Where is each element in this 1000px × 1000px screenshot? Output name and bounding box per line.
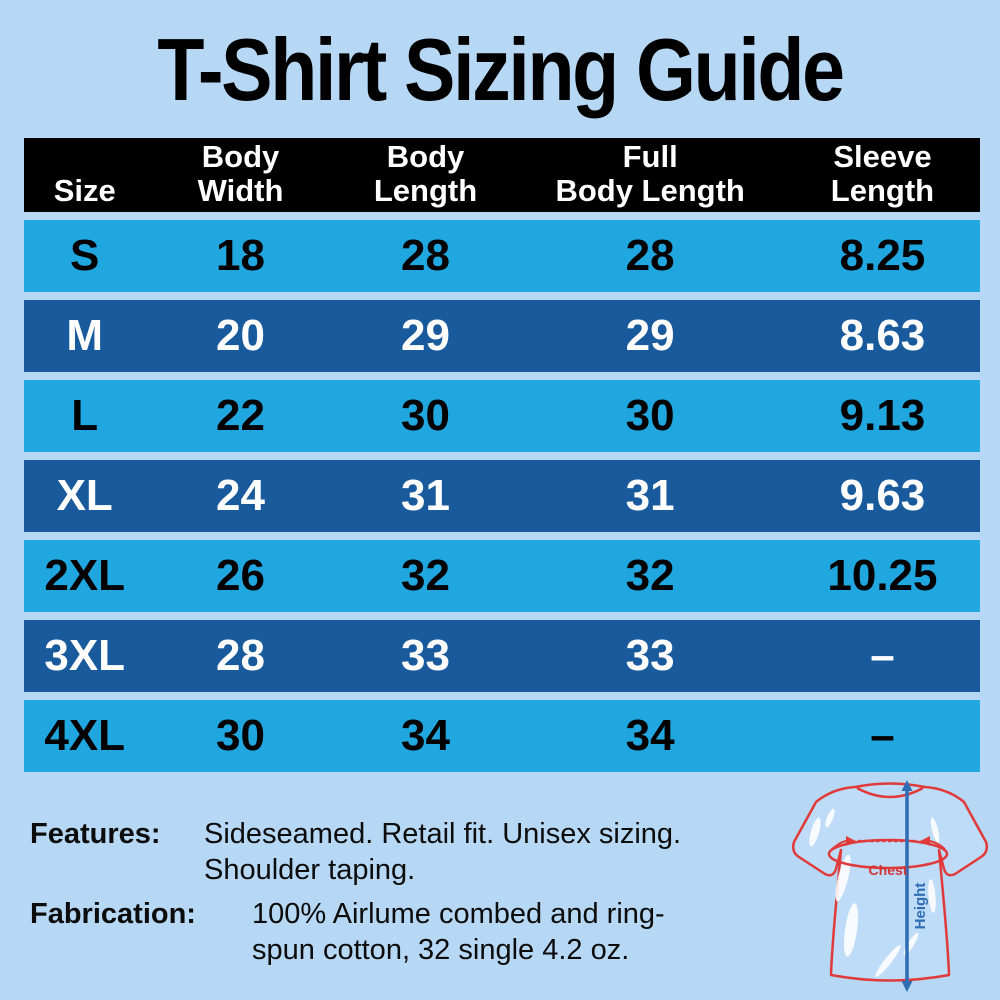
sleeve-length-cell: – [870, 711, 895, 760]
full-body-length-cell: 30 [625, 391, 675, 440]
features-line1: Sideseamed. Retail fit. Unisex sizing. [204, 818, 682, 850]
header-line: Body [386, 139, 465, 175]
body-length-cell: 30 [401, 391, 450, 440]
body-length-cell: 33 [401, 631, 450, 680]
header-line: Body [201, 139, 280, 175]
size-cell: 3XL [44, 631, 126, 680]
body-width-cell: 26 [216, 551, 265, 600]
fabrication-line1: 100% Airlume combed and ring- [252, 898, 665, 930]
chest-arrow-left [846, 836, 856, 846]
sleeve-length-cell: 8.63 [839, 311, 926, 360]
chest-ellipse [827, 838, 949, 870]
size-cell: S [70, 231, 100, 280]
size-cell: 4XL [44, 711, 126, 760]
full-body-length-cell: 29 [625, 311, 675, 360]
body-length-cell: 32 [401, 551, 450, 600]
table-row-l: L 22 30 30 9.13 [24, 380, 980, 452]
chest-arrow-left-tail [830, 840, 847, 851]
sleeve-length-cell: – [870, 631, 895, 680]
features-note: Features: Sideseamed. Retail fit. Unisex… [30, 816, 681, 888]
chest-label: Chest [869, 862, 908, 878]
page-title: T-Shirt Sizing Guide [157, 21, 845, 120]
header-line: Size [53, 172, 116, 208]
header-line: Width [197, 172, 284, 208]
height-arrow-bottom [901, 981, 913, 992]
header-sleeve-length: Sleeve Length [785, 140, 980, 207]
size-cell: L [71, 391, 99, 440]
body-length-cell: 31 [401, 471, 450, 520]
chest-arrow-right [920, 836, 930, 846]
chest-arrow-right-tail [929, 840, 946, 850]
shine-highlights [809, 808, 940, 977]
body-length-cell: 34 [401, 711, 450, 760]
table-row-m: M 20 29 29 8.63 [24, 300, 980, 372]
full-body-length-cell: 32 [625, 551, 675, 600]
height-arrow-top [901, 780, 913, 791]
body-length-cell: 29 [401, 311, 450, 360]
body-width-cell: 30 [216, 711, 265, 760]
body-length-cell: 28 [401, 231, 450, 280]
size-table: Size Body Width Body Length Full Body Lengt… [24, 138, 980, 772]
size-cell: M [66, 311, 104, 360]
header-line: Sleeve [833, 139, 932, 175]
header-line: Length [373, 172, 478, 208]
fabrication-line2: spun cotton, 32 single 4.2 oz. [252, 934, 630, 966]
header-size: Size [24, 172, 145, 208]
header-line: Length [830, 172, 935, 208]
table-row-3xl: 3XL 28 33 33 – [24, 620, 980, 692]
header-line: Full [622, 139, 678, 175]
body-width-cell: 20 [216, 311, 265, 360]
body-width-cell: 18 [216, 231, 265, 280]
header-body-length: Body Length [336, 140, 516, 207]
table-row-4xl: 4XL 30 34 34 – [24, 700, 980, 772]
body-width-cell: 22 [216, 391, 265, 440]
sleeve-length-cell: 9.13 [839, 391, 926, 440]
full-body-length-cell: 34 [625, 711, 675, 760]
table-header-row: Size Body Width Body Length Full Body Lengt… [24, 138, 980, 212]
sleeve-length-cell: 9.63 [839, 471, 926, 520]
size-cell: 2XL [44, 551, 126, 600]
header-full-body-length: Full Body Length [515, 140, 785, 207]
sleeve-length-cell: 8.25 [839, 231, 926, 280]
body-width-cell: 24 [216, 471, 265, 520]
features-label: Features: [30, 818, 161, 850]
features-line2: Shoulder taping. [204, 854, 416, 886]
sleeve-length-cell: 10.25 [827, 551, 938, 600]
table-row-s: S 18 28 28 8.25 [24, 220, 980, 292]
fabrication-note: Fabrication: 100% Airlume combed and rin… [30, 896, 665, 968]
header-body-width: Body Width [145, 140, 335, 207]
full-body-length-cell: 31 [625, 471, 675, 520]
height-label: Height [912, 883, 929, 930]
size-cell: XL [56, 471, 113, 520]
table-row-xl: XL 24 31 31 9.63 [24, 460, 980, 532]
features-text: Sideseamed. Retail fit. Unisex sizing. S… [204, 816, 681, 888]
full-body-length-cell: 33 [625, 631, 675, 680]
collar-line [856, 786, 924, 799]
fabrication-text: 100% Airlume combed and ring- spun cotto… [252, 896, 665, 968]
tshirt-outline [791, 782, 989, 982]
body-width-cell: 28 [216, 631, 265, 680]
table-row-2xl: 2XL 26 32 32 10.25 [24, 540, 980, 612]
header-line: Body Length [555, 172, 745, 208]
tshirt-measurement-diagram: Chest Height [791, 780, 989, 992]
fabrication-label: Fabrication: [30, 898, 196, 930]
full-body-length-cell: 28 [625, 231, 675, 280]
